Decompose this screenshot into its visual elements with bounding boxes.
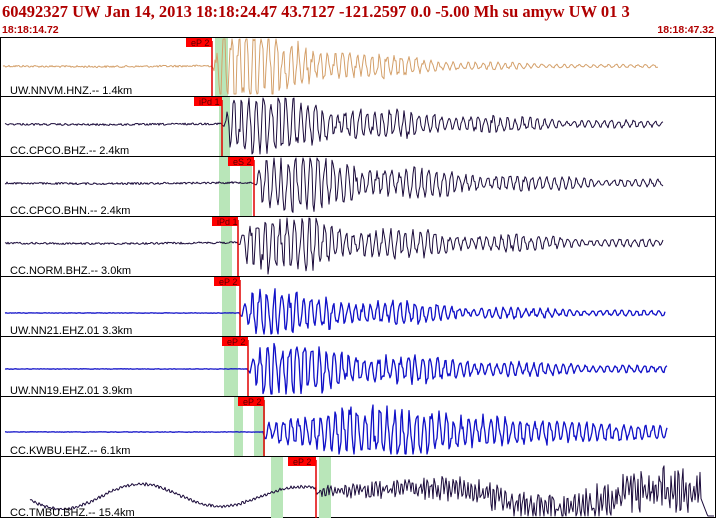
trace-panel[interactable]: eP 2 CC.KWBU.EHZ.-- 6.1km <box>0 397 716 457</box>
pick-label: eS 2 <box>233 157 252 167</box>
station-label: CC.CPCO.BHZ.-- 2.4km <box>10 145 129 157</box>
trace-panel[interactable]: eS 2 CC.CPCO.BHN.-- 2.4km <box>0 157 716 217</box>
trace-panel[interactable]: eP 2 CC.TMBU.BHZ.-- 15.4km <box>10 457 714 518</box>
pick-label: iPd 1 <box>199 97 220 107</box>
trace-panel[interactable]: iPd 1 CC.NORM.BHZ.-- 3.0km <box>0 217 716 277</box>
pick-label: iPd 1 <box>217 217 238 227</box>
time-bar: 18:18:14.72 18:18:47.32 <box>0 24 716 37</box>
pick-label: eP 2 <box>191 38 209 48</box>
pick-box[interactable] <box>212 217 238 226</box>
pick-window <box>222 277 236 336</box>
waveform <box>4 342 668 395</box>
pick-label: eP 2 <box>219 277 237 287</box>
trace-panel[interactable]: eP 2 UW.NN19.EHZ.01 3.9km <box>0 337 716 397</box>
pick-window <box>221 217 232 276</box>
waveform <box>4 404 668 455</box>
waveform <box>2 38 658 95</box>
pick-box[interactable] <box>194 97 222 106</box>
pick-window <box>224 337 238 396</box>
trace-panel[interactable]: eP 2 UW.NNVM.HNZ.-- 1.4km <box>0 38 716 97</box>
pick-window <box>254 397 265 456</box>
pick-window <box>271 457 283 518</box>
pick-box[interactable] <box>186 38 212 47</box>
waveform <box>4 97 664 155</box>
pick-box[interactable] <box>288 457 316 466</box>
pick-box[interactable] <box>228 157 254 166</box>
trace-panel[interactable]: eP 2 UW.NN21.EHZ.01 3.3km <box>0 277 716 337</box>
waveform <box>4 217 664 275</box>
time-end-label: 18:18:47.32 <box>657 24 714 36</box>
station-label: CC.KWBU.EHZ.-- 6.1km <box>10 445 130 457</box>
pick-label: eP 2 <box>293 457 311 467</box>
title-bar: 60492327 UW Jan 14, 2013 18:18:24.47 43.… <box>0 0 716 24</box>
pick-label: eP 2 <box>243 397 261 407</box>
waveform <box>4 288 666 335</box>
station-label: UW.NN19.EHZ.01 3.9km <box>10 385 132 397</box>
pick-window <box>219 157 230 216</box>
pick-window <box>319 457 331 518</box>
pick-box[interactable] <box>222 337 248 346</box>
time-start-label: 18:18:14.72 <box>2 24 59 36</box>
station-label: CC.NORM.BHZ.-- 3.0km <box>10 265 131 277</box>
pick-window <box>219 97 230 156</box>
pick-window <box>234 397 243 456</box>
station-label: CC.TMBU.BHZ.-- 15.4km <box>10 507 135 518</box>
station-label: CC.CPCO.BHN.-- 2.4km <box>10 205 130 217</box>
station-label: UW.NNVM.HNZ.-- 1.4km <box>10 85 132 97</box>
trace-panel[interactable]: iPd 1 CC.CPCO.BHZ.-- 2.4km <box>0 97 716 157</box>
pick-label: eP 2 <box>227 337 245 347</box>
waveform <box>29 465 714 517</box>
waveform <box>4 157 664 213</box>
station-label: UW.NN21.EHZ.01 3.3km <box>10 325 132 337</box>
pick-box[interactable] <box>214 277 240 286</box>
pick-window <box>240 157 252 216</box>
seismogram-panel[interactable]: eP 2 UW.NNVM.HNZ.-- 1.4km iPd 1 CC.CPCO.BHZ… <box>0 37 716 518</box>
pick-box[interactable] <box>238 397 264 406</box>
event-title: 60492327 UW Jan 14, 2013 18:18:24.47 43.… <box>2 2 630 21</box>
